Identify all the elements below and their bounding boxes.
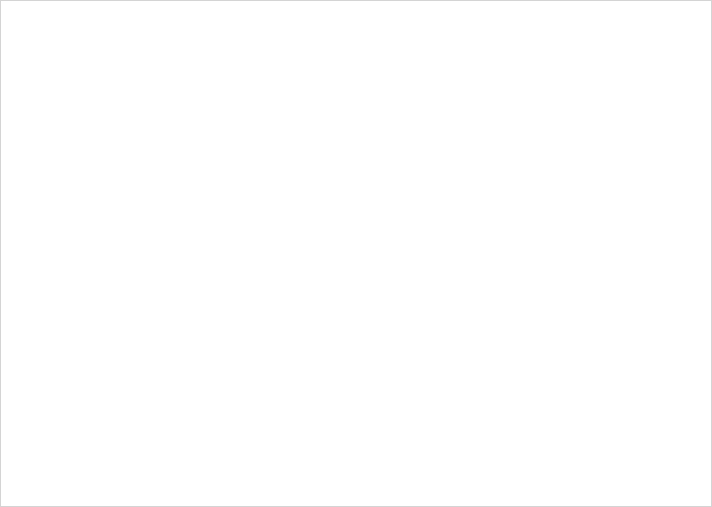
phase-noise-plot bbox=[58, 18, 709, 493]
